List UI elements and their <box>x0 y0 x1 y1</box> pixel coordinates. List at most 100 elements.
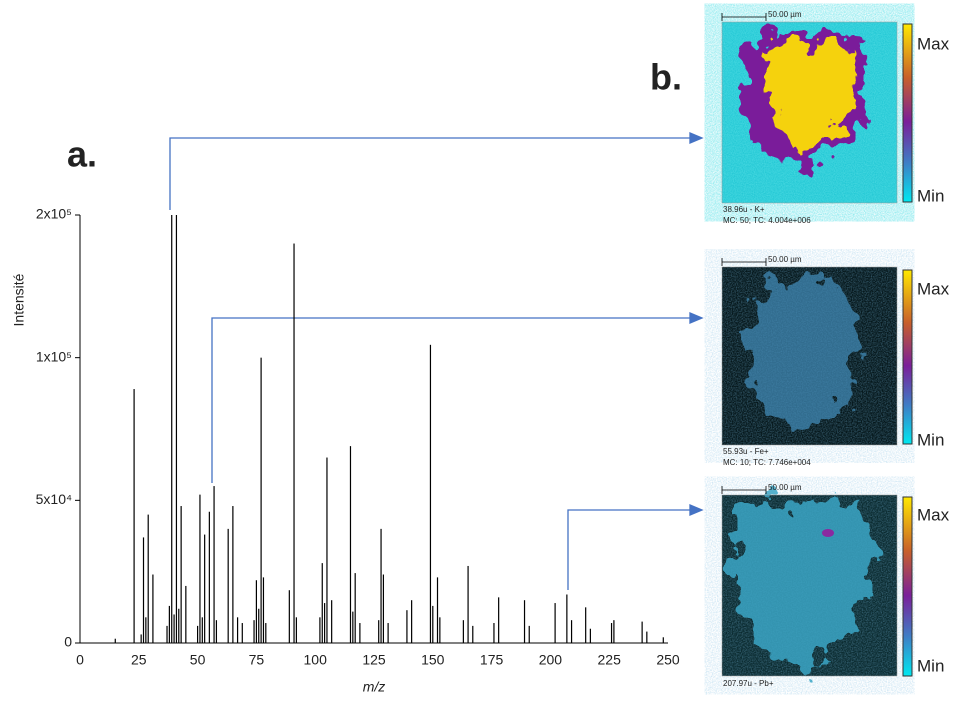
x-tick-label: 125 <box>362 652 386 668</box>
x-tick-label: 250 <box>656 652 680 668</box>
image-caption: MC: 10; TC: 7.746e+004 <box>723 458 811 467</box>
x-tick-label: 200 <box>539 652 563 668</box>
peak <box>152 574 154 643</box>
ion-image <box>722 22 897 203</box>
peak <box>498 597 500 643</box>
image-caption: 207.97u - Pb+ <box>723 679 774 688</box>
colorbar-max: Max <box>917 505 950 524</box>
peak <box>378 620 380 643</box>
peak <box>324 603 326 643</box>
peak <box>175 215 178 643</box>
x-tick-label: 0 <box>76 652 84 668</box>
peak <box>114 638 116 643</box>
peak <box>472 625 474 643</box>
peak <box>241 623 243 643</box>
peak <box>197 625 199 643</box>
colorbar-min: Min <box>917 656 944 675</box>
x-tick-label: 225 <box>598 652 622 668</box>
peak <box>255 580 257 643</box>
arrows <box>169 132 704 590</box>
x-tick-label: 175 <box>480 652 504 668</box>
peak <box>349 446 352 643</box>
peak <box>262 577 265 643</box>
y-tick-label: 1x10⁵ <box>36 348 72 364</box>
scale-label: 50.00 µm <box>768 483 802 492</box>
peak <box>171 215 173 643</box>
peak <box>646 631 648 643</box>
x-tick-label: 100 <box>304 652 328 668</box>
peak <box>493 623 495 643</box>
peak <box>352 611 354 643</box>
x-tick-label: 75 <box>249 652 265 668</box>
peak <box>166 625 168 643</box>
peak <box>380 528 382 643</box>
peak <box>467 565 469 643</box>
scale-label: 50.00 µm <box>768 10 802 19</box>
peak <box>354 573 356 643</box>
peak <box>258 608 260 643</box>
peak <box>326 457 328 643</box>
peak <box>260 357 262 643</box>
peak <box>232 506 234 643</box>
peak <box>585 607 587 643</box>
peak <box>295 617 297 643</box>
peak <box>173 614 175 643</box>
peak <box>610 623 613 643</box>
x-axis-label: m/z <box>363 679 386 695</box>
colorbar-min: Min <box>917 186 944 205</box>
peak <box>411 600 413 643</box>
peak <box>180 506 182 643</box>
peak <box>201 617 203 643</box>
peak <box>406 610 408 643</box>
x-tick-label: 25 <box>131 652 147 668</box>
peak <box>185 585 187 643</box>
peak <box>204 534 206 643</box>
panel-label: a. <box>67 134 97 175</box>
x-tick-label: 150 <box>421 652 445 668</box>
image-caption: 55.93u - Fe+ <box>723 447 769 456</box>
ion-image <box>722 267 897 445</box>
image-caption: MC: 50; TC: 4.004e+006 <box>723 216 811 225</box>
y-axis-label: Intensité <box>11 273 27 326</box>
peak <box>236 617 239 643</box>
peak <box>641 621 643 643</box>
peak <box>319 617 321 643</box>
peak <box>265 623 267 643</box>
peak <box>613 620 615 643</box>
colorbar <box>902 23 913 203</box>
peak <box>432 605 434 643</box>
image-frame <box>721 494 898 677</box>
peak <box>227 528 229 643</box>
peak <box>215 620 218 643</box>
colorbar-max: Max <box>917 34 950 53</box>
peak <box>288 590 290 643</box>
peak <box>436 577 439 643</box>
peak <box>145 617 147 643</box>
peak <box>142 537 145 643</box>
colorbar <box>902 496 913 677</box>
colorbar-max: Max <box>917 279 950 298</box>
peak <box>566 594 568 643</box>
image-caption: 38.96u - K+ <box>723 205 765 214</box>
y-tick-label: 2x10⁵ <box>36 206 72 222</box>
peak <box>359 623 361 643</box>
peak <box>429 344 432 643</box>
peak <box>168 605 170 643</box>
peak <box>570 620 573 643</box>
image-frame <box>721 21 898 204</box>
panel-label: b. <box>650 57 682 98</box>
peak <box>253 620 255 643</box>
colorbar <box>902 269 913 445</box>
peak <box>208 511 210 643</box>
colorbar-min: Min <box>917 430 944 449</box>
peak <box>439 617 441 643</box>
peak <box>140 634 142 643</box>
peak <box>462 620 464 643</box>
peak <box>382 574 385 643</box>
scale-bars <box>721 13 767 494</box>
peak <box>589 628 591 643</box>
peak <box>213 486 215 643</box>
peak <box>321 563 323 643</box>
image-frame <box>721 266 898 446</box>
